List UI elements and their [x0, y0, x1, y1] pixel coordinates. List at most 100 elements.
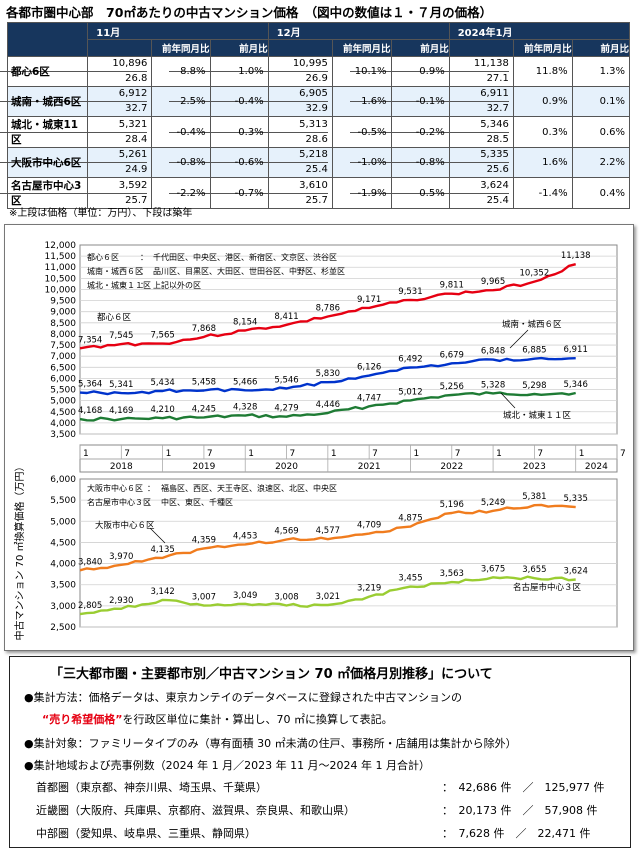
- mom-value: 0.4%: [571, 177, 631, 209]
- sub-header-yoy: 前年同月比: [151, 39, 211, 57]
- y-tick-label: 7,000: [50, 352, 76, 362]
- series-pointer: [149, 527, 166, 544]
- price-value: 5,218: [299, 149, 328, 160]
- x-tick-label: 1: [166, 449, 172, 459]
- sub-header-yoy: 前年同月比: [512, 39, 573, 57]
- data-label: 5,546: [274, 376, 298, 386]
- y-tick-label: 5,000: [50, 517, 76, 527]
- data-label: 3,840: [78, 557, 102, 567]
- year-label: 2019: [192, 462, 215, 472]
- price-age-cell: 3,592 25.7: [0, 177, 153, 209]
- price-value: 3,624: [480, 179, 509, 191]
- data-label: 4,135: [150, 545, 174, 555]
- year-label: 2020: [275, 462, 298, 472]
- info-method-cont: “売り希望価格”を行政区単位に集計・算出し、70 ㎡に換算して表記。: [42, 711, 393, 727]
- data-label: 8,786: [316, 303, 340, 313]
- price-value: 6,905: [299, 88, 328, 99]
- data-label: 3,455: [398, 574, 422, 584]
- y-tick-label: 5,500: [50, 386, 76, 396]
- y-tick-label: 9,500: [50, 297, 76, 307]
- data-label: 9,531: [398, 287, 422, 297]
- series-pointer: [509, 329, 529, 349]
- data-label: 7,565: [150, 331, 174, 341]
- data-label: 4,577: [316, 526, 340, 536]
- x-tick-label: 7: [455, 449, 461, 459]
- y-tick-label: 6,000: [50, 374, 76, 384]
- data-label: 6,126: [357, 363, 381, 373]
- table-row: 城南・城西6区 6,912 32.7 2.5% -0.4% 6,905 32.9 1.6% -0…: [0, 86, 631, 117]
- y-tick-label: 4,500: [50, 538, 76, 548]
- region-count: ： 7,628 件 ／ 22,471 件: [442, 827, 591, 840]
- year-label: 2018: [110, 462, 133, 472]
- price-chart-svg: 2,5003,0003,5003,5004,0004,0004,5004,500…: [13, 241, 626, 641]
- data-label: 5,012: [398, 387, 422, 397]
- data-label: 4,709: [357, 521, 381, 531]
- year-label: 2024: [585, 462, 608, 472]
- x-tick-label: 7: [620, 449, 626, 459]
- y-tick-label: 8,000: [50, 330, 76, 340]
- data-label: 3,970: [109, 552, 133, 562]
- data-label: 5,298: [522, 381, 546, 391]
- data-label: 3,142: [150, 587, 174, 597]
- y-tick-label: 4,000: [50, 419, 76, 429]
- info-target: ●集計対象：ファミリータイプのみ（専有面積 30 ㎡未満の住戸、事務所・店舗用は…: [24, 737, 517, 750]
- info-method: ●集計方法：価格データは、東京カンテイのデータベースに登録された中古マンションの: [24, 691, 463, 704]
- data-label: 5,458: [192, 377, 216, 387]
- x-tick-label: 1: [496, 449, 502, 459]
- data-label: 5,466: [233, 377, 257, 387]
- data-label: 5,830: [316, 369, 340, 379]
- price-age-cell: 5,346 28.5: [349, 116, 514, 148]
- price-age-cell: 5,313 28.6: [168, 116, 333, 148]
- sub-header-blank: [87, 39, 153, 57]
- y-tick-label: 4,000: [50, 560, 76, 570]
- data-label: 4,168: [78, 406, 102, 416]
- data-label: 3,008: [274, 593, 298, 603]
- x-tick-label: 7: [124, 449, 130, 459]
- y-tick-label: 6,000: [50, 475, 76, 485]
- info-method-rest: を行政区単位に集計・算出し、70 ㎡に換算して表記。: [122, 713, 393, 726]
- price-age-cell: 5,261 24.9: [0, 147, 153, 178]
- data-label: 3,624: [564, 566, 588, 576]
- price-value: 10,896: [112, 58, 148, 69]
- sub-header-yoy: 前年同月比: [331, 39, 392, 57]
- data-label: 5,256: [440, 382, 464, 392]
- series-name-label: 城北・城東１１区: [503, 410, 572, 421]
- legend-wards: 品川区、目黒区、大田区、世田谷区、中野区、杉並区: [153, 266, 345, 276]
- legend-name: 都心６区: [87, 253, 119, 262]
- page-title: 各都市圏中心部 70㎡あたりの中古マンション価格 （図中の数値は１・７月の価格）: [6, 5, 493, 20]
- data-label: 4,245: [192, 404, 216, 414]
- table-row: 城北・城東11区 5,321 28.4 -0.4% 0.3% 5,313 28.6 -0.5%…: [0, 116, 631, 148]
- data-label: 4,446: [316, 400, 340, 410]
- data-label: 2,930: [109, 596, 133, 606]
- series-line: [79, 391, 576, 422]
- y-axis-label: 中古マンション 70 ㎡換算価格（万円）: [13, 461, 26, 640]
- y-tick-label: 2,500: [50, 623, 76, 633]
- series-line: [79, 263, 576, 350]
- legend-wards: 中区、東区、千種区: [161, 497, 233, 507]
- data-label: 3,007: [192, 593, 216, 603]
- price-age-cell: 5,218 25.4: [168, 147, 333, 178]
- price-age-cell: 10,995 26.9: [168, 56, 333, 87]
- info-box: 「三大都市圏・主要都市別／中古マンション 70 ㎡価格月別推移」について ●集計…: [9, 656, 631, 848]
- series-line: [79, 356, 576, 396]
- y-tick-label: 7,500: [50, 341, 76, 351]
- data-label: 8,154: [233, 318, 257, 328]
- sub-header-mom: 前月比: [209, 39, 269, 57]
- data-label: 4,875: [398, 514, 422, 524]
- y-tick-label: 8,500: [50, 319, 76, 329]
- mom-value: 2.2%: [571, 147, 631, 178]
- yoy-value: -1.0%: [331, 147, 392, 178]
- data-label: 3,049: [233, 591, 257, 601]
- data-label: 5,249: [481, 498, 505, 508]
- data-label: 4,328: [233, 403, 257, 413]
- legend-colon: ：: [140, 253, 148, 262]
- region-count: ： 42,686 件 ／ 125,977 件: [442, 781, 605, 794]
- data-label: 9,965: [481, 277, 505, 287]
- data-label: 7,354: [78, 335, 102, 345]
- price-value: 10,995: [292, 58, 328, 69]
- x-tick-label: 7: [372, 449, 378, 459]
- x-tick-label: 1: [331, 449, 337, 459]
- data-label: 4,169: [109, 406, 133, 416]
- legend-colon: ：: [147, 498, 155, 507]
- data-label: 3,219: [357, 584, 381, 594]
